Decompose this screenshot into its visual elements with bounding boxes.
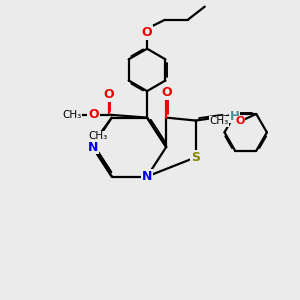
Text: O: O (236, 116, 245, 126)
Text: CH₃: CH₃ (89, 131, 108, 141)
Text: O: O (161, 86, 172, 99)
Text: N: N (87, 141, 98, 154)
Text: O: O (88, 108, 99, 121)
Text: N: N (142, 170, 152, 183)
Text: CH₃: CH₃ (63, 110, 82, 120)
Text: CH₃: CH₃ (209, 116, 229, 126)
Text: O: O (142, 26, 152, 39)
Text: O: O (103, 88, 114, 101)
Text: H: H (230, 110, 240, 123)
Text: S: S (191, 151, 200, 164)
